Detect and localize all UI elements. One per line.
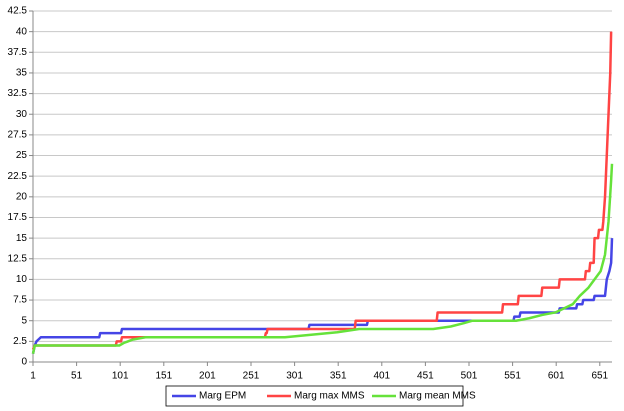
- x-tick-label: 101: [112, 371, 129, 382]
- x-tick-label: 1: [30, 371, 36, 382]
- y-tick-label: 27.5: [8, 130, 28, 141]
- x-tick-label: 451: [417, 371, 434, 382]
- y-tick-label: 20: [16, 191, 28, 202]
- y-tick-label: 32.5: [8, 88, 28, 99]
- x-tick-label: 51: [71, 371, 83, 382]
- y-tick-label: 35: [16, 68, 28, 79]
- legend-label: Marg mean MMS: [399, 391, 476, 402]
- x-tick-label: 551: [504, 371, 521, 382]
- y-tick-label: 15: [16, 233, 28, 244]
- series-line: [31, 238, 614, 354]
- x-tick-label: 151: [155, 371, 172, 382]
- x-tick-label: 601: [548, 371, 565, 382]
- y-tick-label: 7.5: [13, 295, 27, 306]
- x-tick-label: 351: [330, 371, 347, 382]
- y-tick-label: 12.5: [8, 253, 28, 264]
- series-line: [31, 163, 614, 354]
- x-tick-label: 401: [373, 371, 390, 382]
- y-tick-label: 22.5: [8, 171, 28, 182]
- legend-label: Marg max MMS: [294, 391, 365, 402]
- x-tick-label: 651: [591, 371, 608, 382]
- y-tick-label: 0: [21, 357, 27, 368]
- y-tick-label: 2.5: [13, 336, 27, 347]
- legend-box: [165, 385, 464, 407]
- legend-label: Marg EPM: [199, 391, 246, 402]
- x-tick-label: 251: [243, 371, 260, 382]
- x-tick-label: 201: [199, 371, 216, 382]
- y-tick-label: 5: [21, 315, 27, 326]
- y-tick-label: 25: [16, 150, 28, 161]
- series-line: [31, 31, 613, 351]
- y-tick-label: 40: [16, 26, 28, 37]
- x-tick-label: 501: [461, 371, 478, 382]
- y-tick-label: 30: [16, 109, 28, 120]
- y-tick-label: 37.5: [8, 47, 28, 58]
- y-tick-label: 17.5: [8, 212, 28, 223]
- y-tick-label: 10: [16, 274, 28, 285]
- x-tick-label: 301: [286, 371, 303, 382]
- y-tick-label: 42.5: [8, 6, 28, 17]
